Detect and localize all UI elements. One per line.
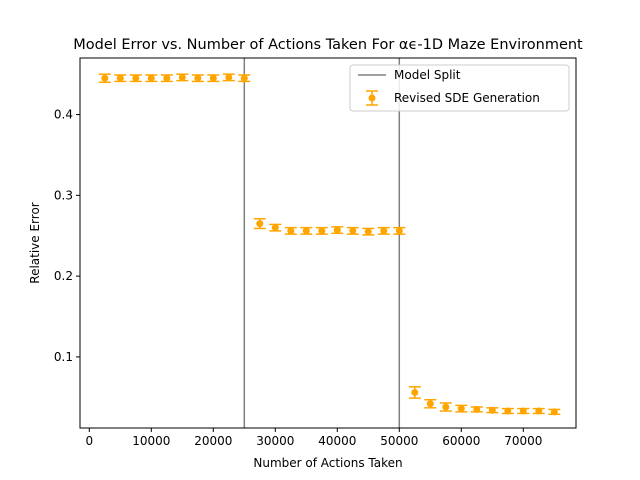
- legend-series-swatch: [366, 90, 378, 106]
- data-point: [238, 74, 251, 83]
- x-tick-label: 50000: [380, 434, 418, 448]
- data-point: [331, 226, 344, 235]
- data-point: [455, 404, 468, 413]
- data-points: [98, 73, 561, 416]
- plot-area: [79, 57, 577, 429]
- chart-title: Model Error vs. Number of Actions Taken …: [73, 37, 583, 53]
- legend-model-split-label: Model Split: [394, 68, 461, 82]
- data-point: [501, 407, 514, 415]
- data-marker: [178, 73, 186, 81]
- data-marker: [194, 74, 202, 82]
- data-marker: [380, 227, 388, 235]
- data-point: [408, 386, 421, 399]
- data-point: [393, 226, 406, 235]
- data-marker: [535, 407, 543, 415]
- model-split-lines: [243, 58, 401, 428]
- data-point: [191, 74, 204, 83]
- data-marker: [209, 74, 217, 82]
- data-point: [284, 226, 297, 235]
- y-axis-label: Relative Error: [28, 202, 42, 284]
- legend: Model Split Revised SDE Generation: [349, 64, 570, 112]
- data-point: [470, 405, 483, 413]
- data-marker: [349, 227, 357, 235]
- y-tick-label: 0.2: [54, 269, 73, 283]
- data-point: [532, 407, 545, 415]
- data-point: [424, 398, 437, 409]
- data-marker: [442, 403, 450, 411]
- x-axis-label: Number of Actions Taken: [253, 456, 402, 470]
- data-point: [176, 73, 189, 82]
- data-point: [377, 226, 390, 235]
- data-point: [439, 402, 452, 412]
- data-marker: [318, 227, 326, 235]
- legend-swatch-marker: [368, 94, 376, 102]
- data-marker: [147, 74, 155, 82]
- y-tick-label: 0.1: [54, 350, 73, 364]
- x-tick-label: 40000: [318, 434, 356, 448]
- data-point: [346, 226, 359, 235]
- legend-frame: [349, 64, 570, 112]
- x-tick-label: 10000: [132, 434, 170, 448]
- x-tick-label: 70000: [504, 434, 542, 448]
- data-marker: [550, 408, 558, 416]
- data-marker: [519, 407, 527, 415]
- y-tick-label: 0.4: [54, 108, 73, 122]
- data-marker: [240, 74, 248, 82]
- data-marker: [163, 74, 171, 82]
- y-axis: 0.1 0.2 0.3 0.4: [54, 108, 80, 364]
- data-marker: [333, 226, 341, 234]
- data-marker: [116, 74, 124, 82]
- data-point: [145, 74, 158, 83]
- x-tick-label: 0: [85, 434, 93, 448]
- x-tick-label: 20000: [194, 434, 232, 448]
- plot-frame: [79, 57, 577, 429]
- data-marker: [411, 388, 419, 396]
- data-marker: [504, 407, 512, 415]
- x-tick-label: 30000: [256, 434, 294, 448]
- data-marker: [395, 227, 403, 235]
- data-marker: [457, 405, 465, 413]
- data-marker: [225, 73, 233, 81]
- data-marker: [426, 400, 434, 408]
- y-tick-label: 0.3: [54, 188, 73, 202]
- x-tick-label: 60000: [442, 434, 480, 448]
- data-point: [160, 74, 173, 83]
- data-marker: [488, 406, 496, 414]
- data-point: [362, 227, 375, 236]
- data-point: [222, 73, 235, 82]
- data-marker: [364, 228, 372, 236]
- data-marker: [132, 74, 140, 82]
- data-point: [269, 223, 282, 232]
- data-marker: [101, 74, 109, 82]
- data-marker: [302, 227, 310, 235]
- data-marker: [287, 227, 295, 235]
- x-axis: 0 10000 20000 30000 40000 50000 60000 70000: [85, 428, 542, 448]
- data-point: [548, 408, 561, 416]
- data-point: [517, 407, 530, 415]
- data-point: [114, 74, 127, 83]
- data-point: [129, 74, 142, 83]
- data-marker: [271, 224, 279, 232]
- legend-series-label: Revised SDE Generation: [394, 91, 540, 105]
- data-point: [98, 73, 111, 83]
- data-point: [300, 226, 313, 235]
- data-point: [315, 226, 328, 235]
- data-marker: [256, 220, 264, 228]
- data-point: [253, 218, 266, 230]
- data-marker: [473, 405, 481, 413]
- data-point: [207, 74, 220, 83]
- data-point: [486, 406, 499, 414]
